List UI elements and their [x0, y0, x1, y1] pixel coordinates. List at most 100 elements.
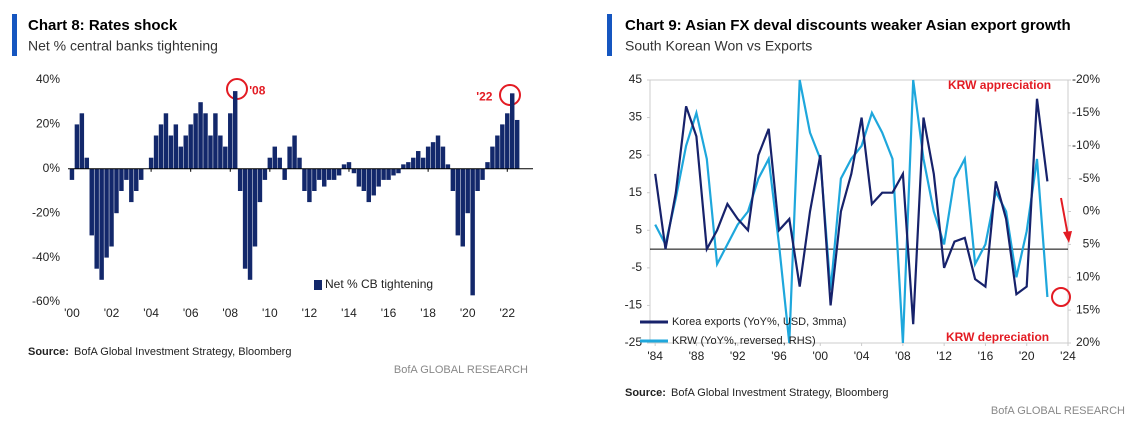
- bar: [361, 168, 367, 191]
- bar: [465, 168, 470, 214]
- bar: [168, 135, 174, 169]
- bar: [485, 162, 490, 169]
- chart-subtitle: Net % central banks tightening: [28, 38, 218, 54]
- source-text: BofA Global Investment Strategy, Bloombe…: [671, 387, 888, 399]
- x-tick-label: '20: [1019, 349, 1035, 363]
- bar: [401, 164, 406, 169]
- bar: [153, 135, 159, 169]
- bar: [232, 91, 238, 169]
- y-tick-label: 35: [629, 110, 643, 124]
- arrow: [1060, 197, 1069, 237]
- bar: [406, 162, 411, 169]
- series-line: [654, 98, 1049, 325]
- y-tick-label: -40%: [32, 250, 60, 264]
- bar: [124, 168, 129, 180]
- bar: [445, 164, 451, 169]
- bar: [371, 168, 376, 196]
- x-tick-label: '20: [460, 306, 476, 320]
- bar: [376, 168, 381, 187]
- x-tick-label: '88: [689, 349, 705, 363]
- title-accent: [12, 14, 17, 56]
- brand: BofA GLOBAL RESEARCH: [991, 405, 1125, 417]
- bar: [79, 113, 85, 169]
- x-tick-label: '16: [978, 349, 994, 363]
- bar: [94, 168, 99, 269]
- x-tick-label: '96: [771, 349, 787, 363]
- bar: [213, 113, 218, 169]
- bar: [267, 157, 273, 169]
- x-tick-label: '08: [222, 306, 238, 320]
- bar: [282, 168, 287, 180]
- y2-tick-label: 15%: [1076, 302, 1100, 316]
- legend-label: Net % CB tightening: [325, 277, 433, 291]
- y-tick-label: -5: [631, 260, 642, 274]
- x-tick-label: '18: [420, 306, 436, 320]
- bar: [203, 113, 208, 169]
- bar: [109, 168, 114, 247]
- y-tick-label: -25: [625, 335, 643, 349]
- bar: [272, 146, 278, 169]
- x-tick-label: '22: [499, 306, 515, 320]
- x-tick-label: '14: [341, 306, 357, 320]
- bar: [420, 157, 426, 169]
- bar: [297, 157, 302, 169]
- bar: [475, 168, 480, 191]
- bar: [381, 168, 386, 180]
- bar: [391, 168, 396, 176]
- x-tick-label: '04: [854, 349, 870, 363]
- bar: [430, 142, 436, 169]
- bar: [252, 168, 258, 247]
- x-tick-label: '24: [1060, 349, 1076, 363]
- bar: [416, 151, 421, 169]
- bar: [455, 168, 461, 236]
- bar: [129, 168, 134, 203]
- y-tick-label: 5: [635, 222, 642, 236]
- bar: [158, 124, 164, 169]
- annotation: '08: [249, 83, 266, 97]
- bar: [89, 168, 94, 236]
- highlight-circle: [1051, 287, 1071, 307]
- bar: [173, 124, 179, 169]
- x-tick-label: '10: [262, 306, 278, 320]
- x-tick-label: '84: [647, 349, 663, 363]
- bar: [500, 124, 505, 169]
- y-tick-label: -60%: [32, 294, 60, 308]
- chart-subtitle: South Korean Won vs Exports: [625, 38, 812, 54]
- bar: [366, 168, 371, 203]
- bar: [74, 124, 80, 169]
- bar: [411, 157, 416, 169]
- legend-label: Korea exports (YoY%, USD, 3mma): [672, 316, 846, 328]
- bar: [208, 135, 213, 169]
- x-tick-label: '08: [895, 349, 911, 363]
- bar: [351, 168, 357, 174]
- x-tick-label: '12: [302, 306, 318, 320]
- bar: [119, 168, 124, 191]
- legend-swatch: [314, 280, 322, 290]
- title-accent: [607, 14, 612, 56]
- source-label: Source:: [625, 387, 666, 399]
- bar: [341, 164, 347, 169]
- brand: BofA GLOBAL RESEARCH: [394, 364, 528, 376]
- bar: [193, 113, 198, 169]
- x-tick-label: '04: [143, 306, 159, 320]
- chart-title: Chart 9: Asian FX deval discounts weaker…: [625, 17, 1071, 34]
- bar: [425, 146, 431, 169]
- y2-tick-label: -20%: [1072, 72, 1100, 86]
- x-tick-label: '12: [936, 349, 952, 363]
- y-tick-label: -20%: [32, 205, 60, 219]
- bar: [331, 168, 337, 180]
- bar: [277, 157, 282, 169]
- bar: [104, 168, 109, 258]
- x-tick-label: '00: [64, 306, 80, 320]
- bar: [292, 135, 297, 169]
- bar: [242, 168, 248, 269]
- bar: [490, 146, 495, 169]
- y2-tick-label: 0%: [1083, 204, 1101, 218]
- bar: [134, 168, 139, 191]
- source-text: BofA Global Investment Strategy, Bloombe…: [74, 346, 291, 358]
- x-tick-label: '92: [730, 349, 746, 363]
- bar: [223, 146, 228, 169]
- bar: [218, 135, 223, 169]
- y2-tick-label: -10%: [1072, 138, 1100, 152]
